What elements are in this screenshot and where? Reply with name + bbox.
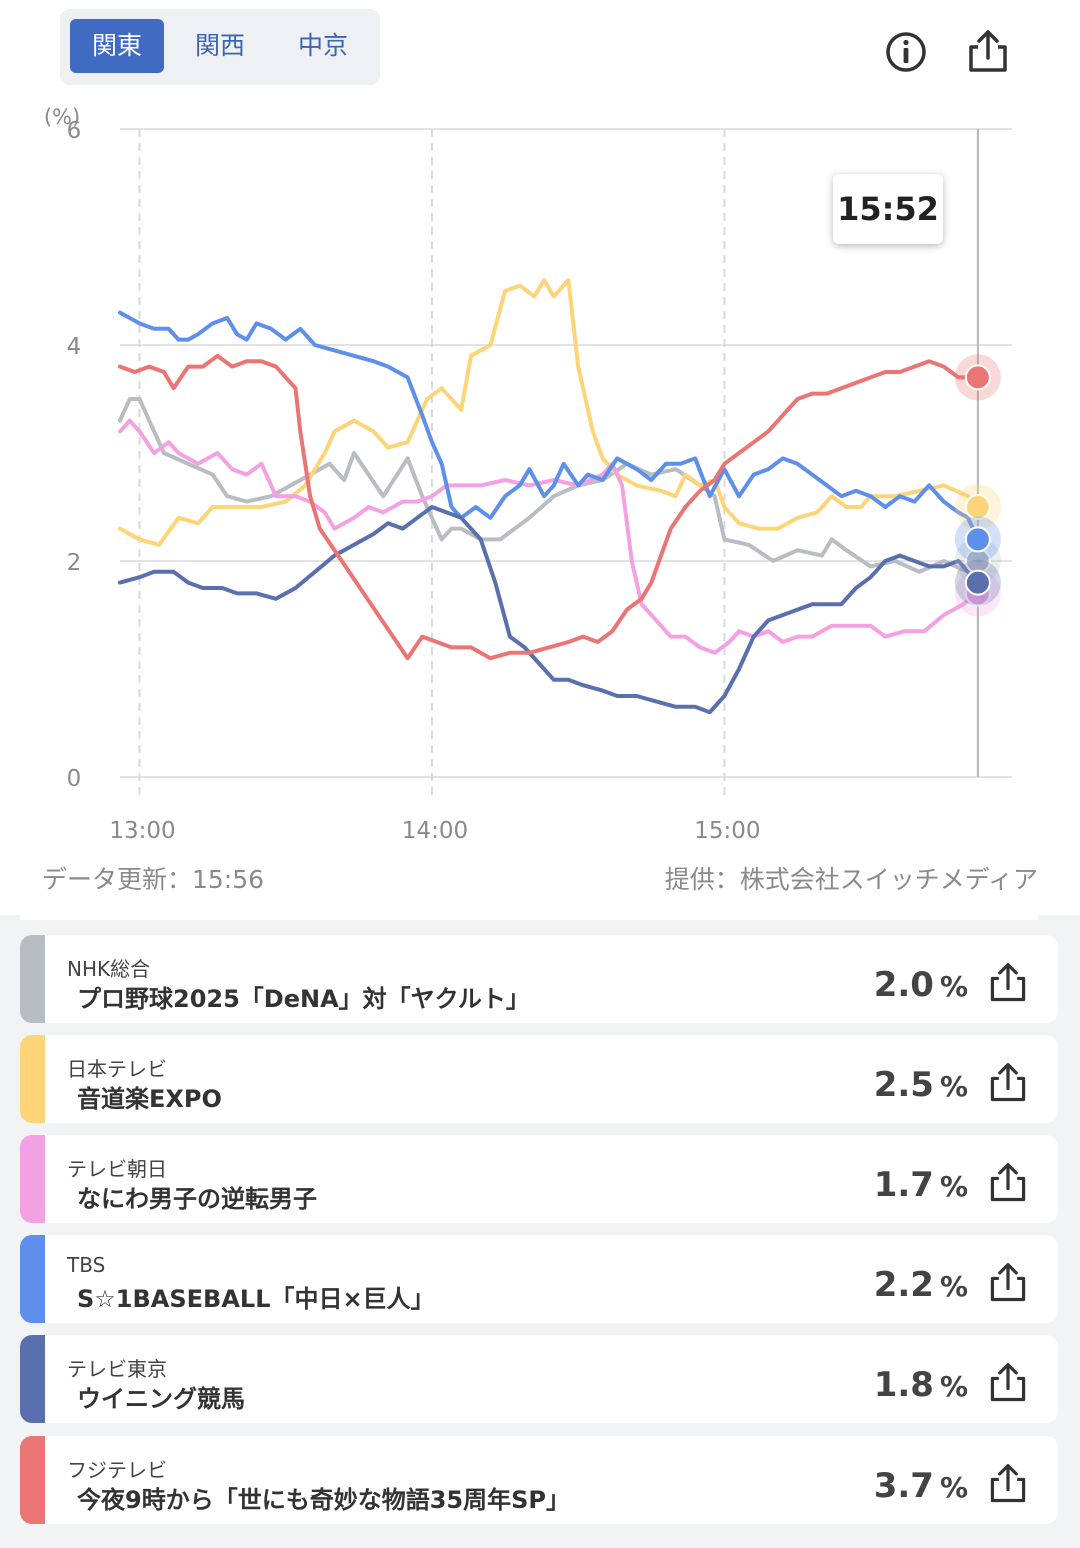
channel-name: テレビ朝日 bbox=[67, 1157, 167, 1181]
share-icon[interactable] bbox=[986, 1161, 1030, 1205]
rating-value-group: 1.8% bbox=[874, 1365, 968, 1405]
series-line bbox=[118, 397, 980, 574]
series-line bbox=[118, 310, 980, 542]
rating-value-group: 2.2% bbox=[874, 1265, 968, 1305]
channel-color-bar bbox=[20, 1135, 45, 1223]
series-line bbox=[118, 505, 980, 715]
channel-name: テレビ東京 bbox=[67, 1357, 167, 1381]
y-tick-label: 4 bbox=[67, 334, 82, 360]
rating-value: 2.2 bbox=[873, 1265, 934, 1305]
rating-value-group: 2.5% bbox=[874, 1065, 968, 1105]
region-tab-bar: 関東 関西 中京 bbox=[60, 9, 380, 85]
program-card[interactable]: テレビ東京ウイニング競馬 1.8% bbox=[20, 1335, 1058, 1423]
channel-color-bar bbox=[20, 1335, 45, 1423]
provider-label: 提供：株式会社スイッチメディア bbox=[664, 865, 1038, 894]
tab-kansai[interactable]: 関西 bbox=[194, 31, 245, 60]
rating-unit: % bbox=[939, 1370, 968, 1403]
series-line bbox=[118, 418, 980, 655]
program-card[interactable]: NHK総合プロ野球2025「DeNA」対「ヤクルト」 2.0% bbox=[20, 935, 1058, 1023]
share-icon[interactable] bbox=[986, 1261, 1030, 1305]
program-title: 今夜9時から「世にも奇妙な物語35周年SP」 bbox=[77, 1486, 570, 1514]
tab-chukyo[interactable]: 中京 bbox=[297, 31, 348, 60]
channel-name: 日本テレビ bbox=[67, 1057, 167, 1081]
rating-value: 1.8 bbox=[873, 1365, 934, 1405]
rating-unit: % bbox=[939, 1471, 968, 1504]
rating-value-group: 2.0% bbox=[874, 965, 968, 1005]
divider bbox=[20, 915, 1038, 920]
info-icon[interactable] bbox=[882, 28, 930, 76]
program-list: NHK総合 プロ野球2025「DeNA」対「ヤクルト」 2.0% 日本テレビ 音道楽EX… bbox=[0, 915, 1080, 1548]
channel-color-bar bbox=[20, 1035, 45, 1123]
share-icon[interactable] bbox=[964, 28, 1012, 76]
channel-name: NHK総合 bbox=[67, 957, 151, 981]
program-card[interactable]: TBS S☆1BASEBALL「中日×巨人」 2.2% bbox=[20, 1235, 1058, 1323]
rating-value-group: 3.7% bbox=[874, 1466, 968, 1506]
rating-value-group: 1.7% bbox=[874, 1165, 968, 1205]
share-icon[interactable] bbox=[986, 1061, 1030, 1105]
program-card[interactable]: 日本テレビ音道楽EXPO 2.5% bbox=[20, 1035, 1058, 1123]
rating-chart: 0 2 4 6 (%) 13:00 14:00 15:00 15:52 bbox=[0, 90, 1080, 860]
data-point[interactable] bbox=[964, 569, 991, 596]
channel-name: TBS bbox=[67, 1253, 106, 1277]
channel-color-bar bbox=[20, 1436, 45, 1524]
rating-value: 3.7 bbox=[873, 1466, 934, 1506]
channel-color-bar bbox=[20, 1235, 45, 1323]
data-point[interactable] bbox=[964, 364, 991, 391]
program-title: ウイニング競馬 bbox=[77, 1385, 245, 1413]
program-card[interactable]: フジテレビ今夜9時から「世にも奇妙な物語35周年SP」 3.7% bbox=[20, 1436, 1058, 1524]
rating-value: 2.5 bbox=[873, 1065, 934, 1105]
rating-unit: % bbox=[939, 970, 968, 1003]
x-tick-label: 14:00 bbox=[402, 818, 468, 844]
y-tick-label: 2 bbox=[67, 550, 82, 576]
y-tick-label: 0 bbox=[67, 766, 82, 792]
y-axis-unit: (%) bbox=[44, 105, 80, 129]
program-title: なにわ男子の逆転男子 bbox=[77, 1185, 317, 1213]
share-icon[interactable] bbox=[986, 961, 1030, 1005]
share-icon[interactable] bbox=[986, 1462, 1030, 1506]
series-line bbox=[118, 353, 980, 661]
program-title: S☆1BASEBALL「中日×巨人」 bbox=[77, 1285, 435, 1313]
channel-name: フジテレビ bbox=[67, 1458, 167, 1482]
rating-unit: % bbox=[939, 1270, 968, 1303]
share-icon[interactable] bbox=[986, 1361, 1030, 1405]
data-point[interactable] bbox=[964, 494, 991, 520]
rating-unit: % bbox=[939, 1170, 968, 1203]
program-title: 音道楽EXPO bbox=[77, 1085, 222, 1113]
rating-value: 2.0 bbox=[873, 965, 934, 1005]
series-line bbox=[118, 278, 980, 547]
tab-kanto[interactable]: 関東 bbox=[70, 19, 164, 73]
y-tick-label: 6 bbox=[67, 118, 82, 144]
data-point[interactable] bbox=[964, 526, 991, 553]
rating-value: 1.7 bbox=[873, 1165, 934, 1205]
data-updated-label: データ更新：15:56 bbox=[42, 865, 265, 894]
x-tick-label: 13:00 bbox=[109, 818, 175, 844]
time-tooltip: 15:52 bbox=[833, 174, 943, 244]
program-title: プロ野球2025「DeNA」対「ヤクルト」 bbox=[77, 985, 530, 1013]
program-card[interactable]: テレビ朝日なにわ男子の逆転男子 1.7% bbox=[20, 1135, 1058, 1223]
rating-unit: % bbox=[939, 1070, 968, 1103]
channel-color-bar bbox=[20, 935, 45, 1023]
x-tick-label: 15:00 bbox=[694, 818, 760, 844]
